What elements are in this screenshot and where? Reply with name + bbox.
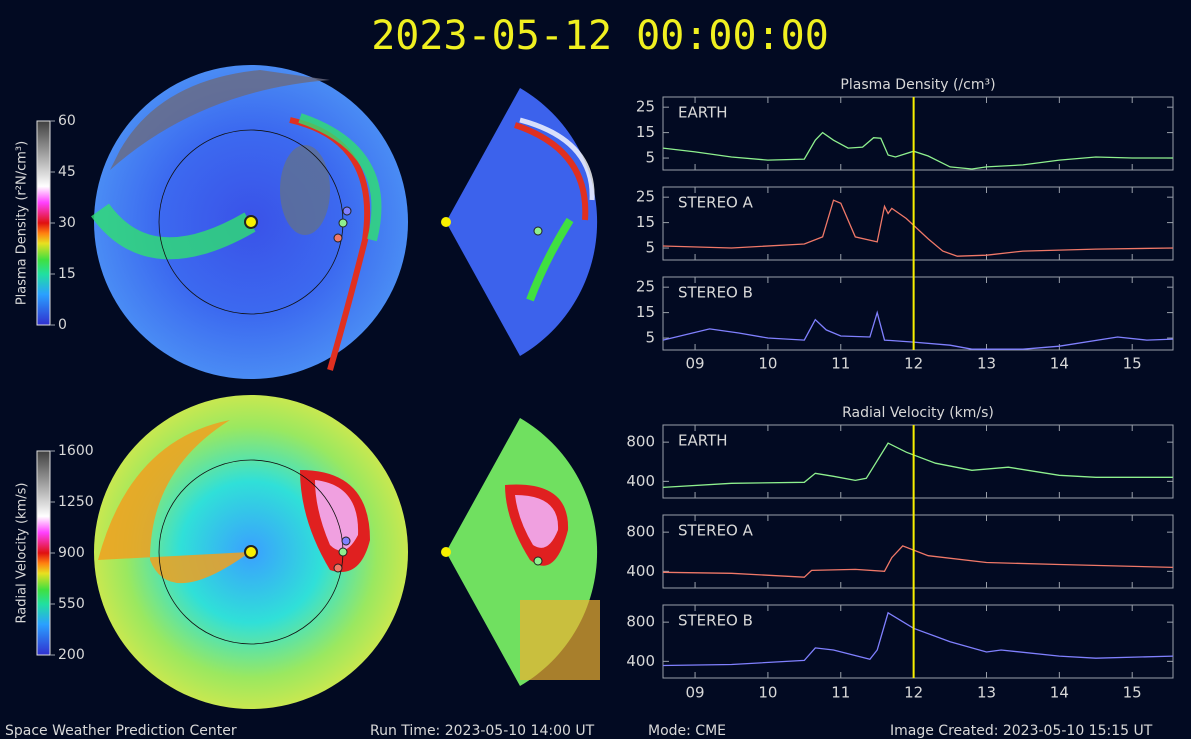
panel-frame <box>662 604 1174 679</box>
colorbar-tick-label: 60 <box>58 113 76 129</box>
colorbar <box>36 450 51 656</box>
panel-label: STEREO A <box>678 522 754 540</box>
colorbar-tick-label: 550 <box>58 596 85 612</box>
series-line <box>662 545 1174 578</box>
x-tick-label: 09 <box>686 355 705 373</box>
section-title: Radial Velocity (km/s) <box>842 405 994 421</box>
colorbar-tick-label: 900 <box>58 545 85 561</box>
density-map <box>91 65 598 379</box>
x-tick-label: 12 <box>904 355 923 373</box>
colorbar-tick-label: 1250 <box>58 494 94 510</box>
colorbar-tick-label: 200 <box>58 647 85 663</box>
y-tick-label: 25 <box>636 278 655 296</box>
y-tick-label: 15 <box>636 213 655 231</box>
y-tick-label: 5 <box>645 329 655 347</box>
x-tick-label: 11 <box>831 684 850 702</box>
series-line <box>662 131 1173 170</box>
colorbar-tick-label: 30 <box>58 215 76 231</box>
colorbar <box>36 120 51 326</box>
panel-frame <box>662 514 1174 589</box>
x-tick-label: 15 <box>1123 355 1142 373</box>
colorbar-label: Radial Velocity (km/s) <box>15 483 30 624</box>
colorbar-tick-label: 0 <box>58 317 67 333</box>
x-tick-label: 12 <box>904 684 923 702</box>
colorbar-tick-label: 15 <box>58 266 76 282</box>
panel-label: STEREO B <box>678 284 753 302</box>
series-line <box>662 310 1174 350</box>
x-tick-label: 10 <box>758 355 777 373</box>
colorbar-label: Plasma Density (r²N/cm³) <box>15 141 30 305</box>
y-tick-label: 800 <box>626 613 655 631</box>
y-tick-label: 400 <box>626 472 655 490</box>
colorbar-tick-label: 45 <box>58 164 76 180</box>
x-tick-label: 11 <box>831 355 850 373</box>
series-line <box>662 611 1174 667</box>
panel-label: STEREO B <box>678 612 753 630</box>
velocity-map <box>94 395 600 709</box>
x-tick-label: 14 <box>1050 684 1069 702</box>
footer-run-time: Run Time: 2023-05-10 14:00 UT <box>370 723 595 739</box>
series-line <box>662 199 1174 257</box>
y-tick-label: 15 <box>636 123 655 141</box>
x-tick-label: 15 <box>1123 684 1142 702</box>
x-tick-label: 13 <box>977 684 996 702</box>
x-tick-label: 14 <box>1050 355 1069 373</box>
footer-created: Image Created: 2023-05-10 15:15 UT <box>890 723 1153 739</box>
page-title: 2023-05-12 00:00:00 <box>371 13 829 59</box>
y-tick-label: 5 <box>645 239 655 257</box>
y-tick-label: 400 <box>626 652 655 670</box>
colorbar-tick-label: 1600 <box>58 443 94 459</box>
section-title: Plasma Density (/cm³) <box>840 77 995 93</box>
panel-label: EARTH <box>678 432 728 450</box>
x-tick-label: 13 <box>977 355 996 373</box>
panel-frame <box>662 276 1174 351</box>
footer-mode: Mode: CME <box>648 723 726 739</box>
y-tick-label: 5 <box>645 149 655 167</box>
panel-label: STEREO A <box>678 194 754 212</box>
y-tick-label: 800 <box>626 523 655 541</box>
y-tick-label: 15 <box>636 303 655 321</box>
panel-frame <box>662 96 1174 171</box>
y-tick-label: 25 <box>636 98 655 116</box>
x-tick-label: 09 <box>686 684 705 702</box>
y-tick-label: 800 <box>626 433 655 451</box>
footer-left: Space Weather Prediction Center <box>5 723 237 739</box>
series-line <box>662 442 1173 489</box>
x-tick-label: 10 <box>758 684 777 702</box>
y-tick-label: 25 <box>636 188 655 206</box>
panel-label: EARTH <box>678 104 728 122</box>
y-tick-label: 400 <box>626 562 655 580</box>
panel-frame <box>662 424 1174 499</box>
panel-frame <box>662 186 1174 261</box>
